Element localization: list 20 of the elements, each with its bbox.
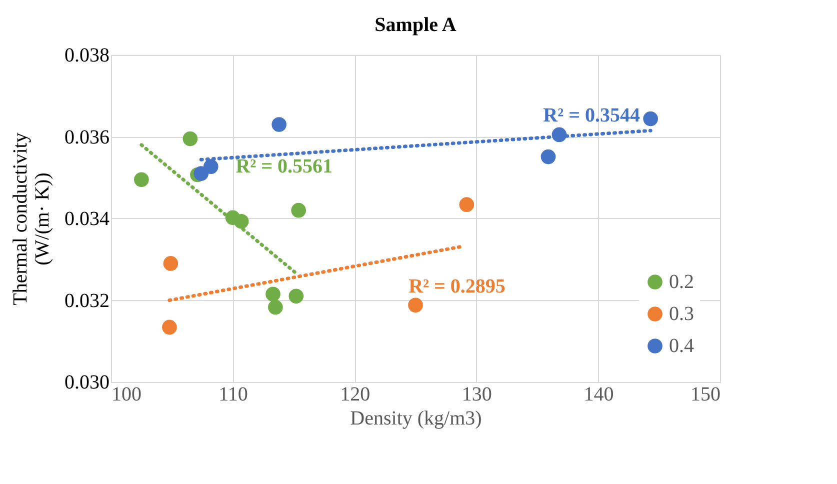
y-axis-title: Thermal conductivity (W/(m· K)) [10,132,54,306]
chart-title: Sample A [374,14,457,36]
x-tick-label: 100 [112,384,142,406]
legend-label: 0.4 [669,335,694,357]
x-tick-label: 110 [218,384,248,406]
annotation: R² = 0.2895 [408,275,506,298]
annotation: R² = 0.3544 [543,104,640,127]
x-tick-label: 150 [690,384,720,406]
x-tick-label: 120 [340,384,370,406]
y-tick-label: 0.030 [64,372,110,394]
y-tick-label: 0.034 [64,208,110,230]
y-tick-label: 0.032 [64,290,110,312]
y-tick-label: 0.036 [64,126,110,148]
legend-label: 0.2 [669,271,694,293]
x-axis-title: Density (kg/m3) [350,408,482,430]
legend-label: 0.3 [669,303,694,325]
annotation: R² = 0.5561 [236,155,333,178]
y-tick-label: 0.038 [64,44,110,66]
x-tick-label: 140 [584,384,614,406]
x-tick-label: 130 [462,384,492,406]
